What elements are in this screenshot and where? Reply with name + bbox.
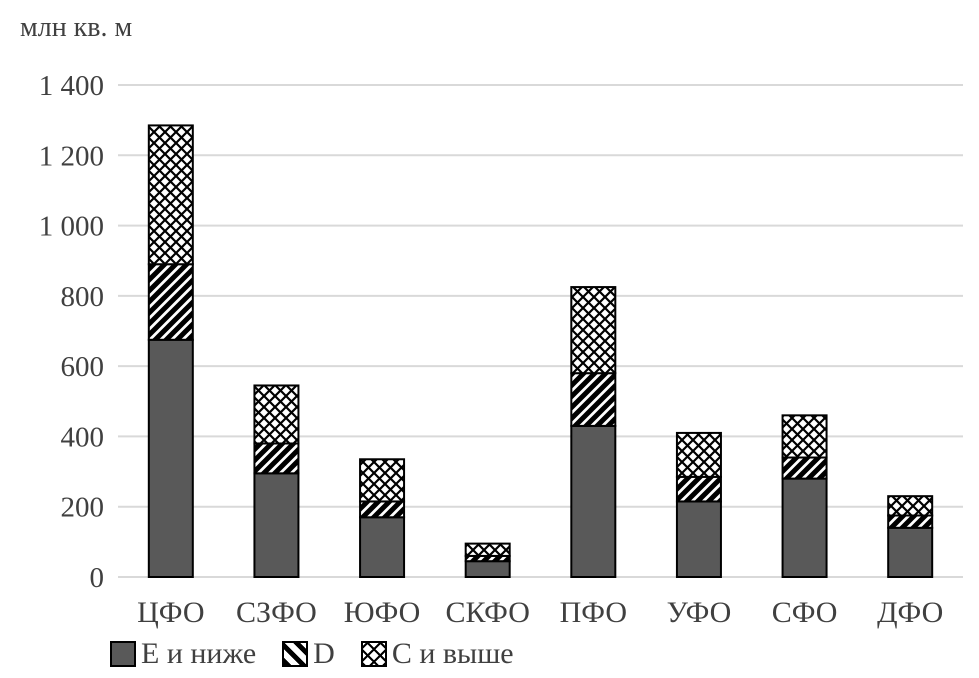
bar-segment-УФО-solid-gray [675, 500, 722, 579]
y-axis-tick-label: 800 [61, 281, 105, 313]
y-axis-tick-label: 1 000 [39, 211, 104, 243]
bar-segment-СЗФО-diagonal-crosshatch [253, 384, 300, 445]
bar-segment-ПФО-diagonal-crosshatch [570, 286, 617, 375]
legend-item-c-and-above: С и выше [360, 637, 514, 671]
bar-segment-ДФО-solid-gray [887, 526, 934, 578]
legend-swatch-solid-gray-icon [110, 641, 136, 667]
legend-label: Е и ниже [141, 637, 257, 670]
bar-segment-СФО-diagonal-hatch [781, 456, 828, 480]
x-axis-label: ПФО [560, 596, 627, 629]
bar-segment-УФО-diagonal-crosshatch [675, 431, 722, 478]
legend-item-d: D [282, 637, 335, 671]
y-axis-tick-label: 600 [61, 351, 105, 383]
x-axis-label: СКФО [445, 596, 529, 629]
x-axis-label: УФО [667, 596, 732, 629]
x-axis-label: ЮФО [344, 596, 421, 629]
legend-item-e-and-below: Е и ниже [110, 637, 256, 671]
y-axis-tick-label: 400 [61, 421, 105, 453]
legend-swatch-diagonal-hatch-icon [282, 641, 309, 667]
bar-segment-СЗФО-solid-gray [253, 472, 300, 579]
x-axis-label: ДФО [877, 596, 943, 629]
legend-swatch-diagonal-crosshatch-icon [360, 641, 387, 667]
legend-label: D [313, 637, 335, 670]
bar-segment-СКФО-solid-gray [464, 560, 511, 579]
bar-segment-ЦФО-diagonal-hatch [147, 263, 194, 341]
bar-segment-СФО-diagonal-crosshatch [781, 414, 828, 459]
bar-segment-ПФО-solid-gray [570, 424, 617, 578]
bar-segment-ЦФО-solid-gray [147, 338, 194, 578]
bar-segment-ЮФО-solid-gray [359, 516, 406, 578]
y-axis-tick-label: 1 400 [39, 70, 104, 102]
x-axis-label: ЦФО [137, 596, 204, 629]
bar-segment-СФО-solid-gray [781, 477, 828, 579]
legend-label: С и выше [391, 637, 514, 670]
bar-segment-ПФО-diagonal-hatch [570, 372, 617, 427]
x-axis-label: СФО [772, 596, 838, 629]
y-axis-tick-label: 200 [61, 492, 105, 524]
bar-segment-СКФО-diagonal-crosshatch [464, 542, 511, 557]
bar-segment-ЦФО-diagonal-crosshatch [147, 124, 194, 266]
y-axis-tick-label: 0 [90, 562, 105, 594]
stacked-bar-plot: 0 200 400 600 800 1 000 1 200 1 400 ЦФО СЗФО ЮФО СК… [39, 70, 963, 629]
bar-segment-ЮФО-diagonal-hatch [359, 500, 406, 519]
legend: Е и ниже D С и выше [110, 636, 514, 672]
x-axis-label: СЗФО [236, 596, 317, 629]
bar-segment-УФО-diagonal-hatch [675, 475, 722, 503]
bar-segment-ЮФО-diagonal-crosshatch [359, 458, 406, 503]
bar-segment-ДФО-diagonal-hatch [887, 514, 934, 529]
y-axis-unit-label: млн кв. м [20, 12, 133, 43]
bar-segment-СЗФО-diagonal-hatch [253, 442, 300, 475]
bar-segment-ДФО-diagonal-crosshatch [887, 495, 934, 517]
y-axis-tick-label: 1 200 [39, 140, 104, 172]
